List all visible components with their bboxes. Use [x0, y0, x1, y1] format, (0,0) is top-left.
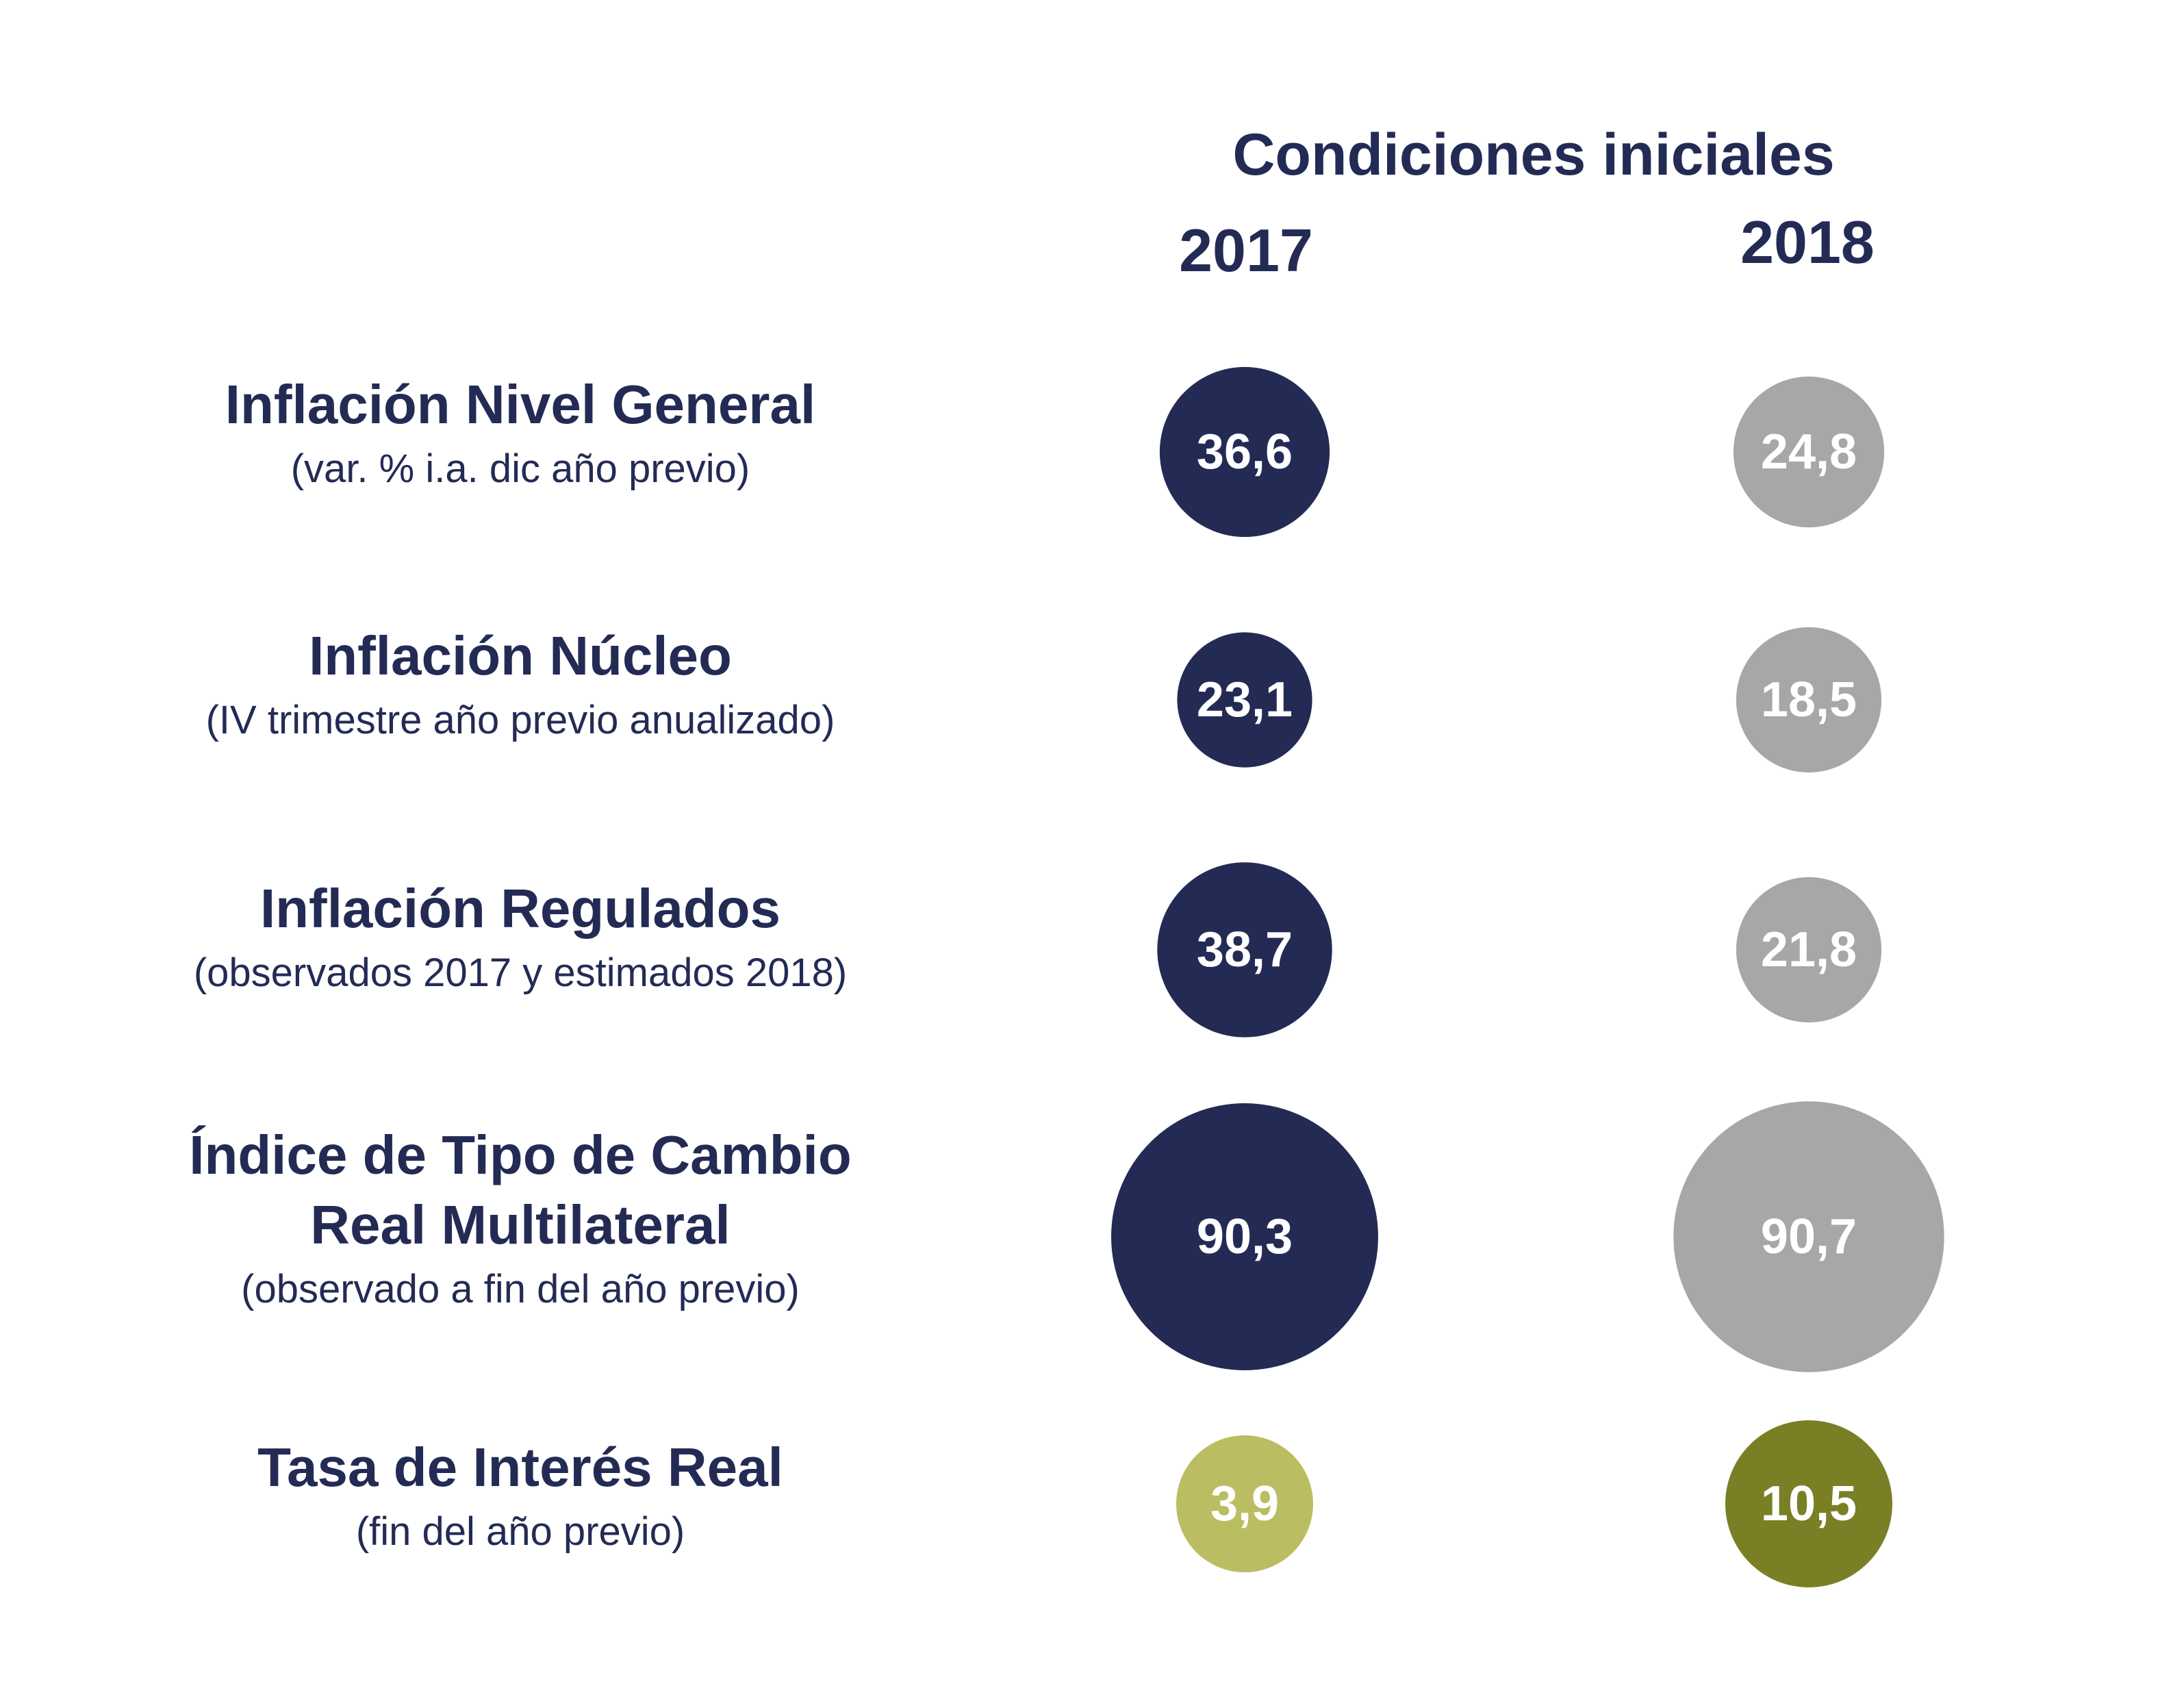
column-header-2018: 2018 [1740, 208, 1875, 276]
bubble-2017-row-4 [1176, 1435, 1313, 1572]
row-note: (fin del año previo) [355, 1509, 685, 1554]
bubble-value-2017-row-3: 90,3 [1197, 1209, 1293, 1264]
row-note: (observados 2017 y estimados 2018) [193, 951, 848, 995]
bubble-value-2018-row-3: 90,7 [1761, 1209, 1857, 1264]
bubble-2018-row-4 [1725, 1420, 1892, 1587]
bubble-2017-row-2 [1157, 862, 1332, 1037]
row-title: Inflación Núcleo [309, 625, 732, 686]
bubble-value-2017-row-1: 23,1 [1197, 672, 1293, 727]
row-title-line-1: Índice de Tipo de Cambio [189, 1124, 852, 1185]
row-title-line-2: Real Multilateral [310, 1194, 731, 1255]
row-note: (IV trimestre año previo anualizado) [205, 698, 835, 742]
bubble-2018-row-3 [1673, 1101, 1944, 1372]
bubble-2018-row-0 [1733, 376, 1885, 528]
column-header-2017: 2017 [1179, 216, 1313, 284]
row-label-tasa-de-interes-real: Tasa de Interés Real (fin del año previo… [103, 1433, 938, 1559]
bubble-value-2018-row-2: 21,8 [1761, 922, 1857, 977]
row-label-indice-tipo-de-cambio: Índice de Tipo de Cambio Real Multilater… [103, 1120, 938, 1316]
bubble-value-2017-row-0: 36,6 [1197, 425, 1293, 479]
row-title: Inflación Nivel General [225, 374, 816, 435]
row-title: Inflación Regulados [259, 878, 781, 939]
row-label-inflacion-nucleo: Inflación Núcleo (IV trimestre año previ… [103, 621, 938, 747]
bubble-2018-row-2 [1736, 877, 1882, 1023]
bubble-2017-row-0 [1159, 366, 1330, 538]
row-note: (var. % i.a. dic año previo) [290, 446, 750, 491]
row-label-inflacion-regulados: Inflación Regulados (observados 2017 y e… [103, 874, 938, 1000]
bubble-value-2017-row-4: 3,9 [1210, 1476, 1279, 1531]
bubble-2017-row-3 [1111, 1103, 1378, 1370]
row-label-inflacion-nivel-general: Inflación Nivel General (var. % i.a. dic… [103, 370, 938, 496]
bubble-value-2018-row-0: 24,8 [1761, 425, 1857, 479]
bubble-value-2018-row-1: 18,5 [1761, 672, 1857, 727]
bubble-2017-row-1 [1177, 632, 1312, 768]
bubble-value-2018-row-4: 10,5 [1761, 1476, 1857, 1531]
row-title: Tasa de Interés Real [257, 1437, 783, 1498]
row-note: (observado a fin del año previo) [241, 1267, 800, 1311]
bubble-2018-row-1 [1736, 627, 1882, 773]
chart-title: Condiciones iniciales [1232, 122, 1835, 188]
bubble-value-2017-row-2: 38,7 [1197, 922, 1293, 977]
